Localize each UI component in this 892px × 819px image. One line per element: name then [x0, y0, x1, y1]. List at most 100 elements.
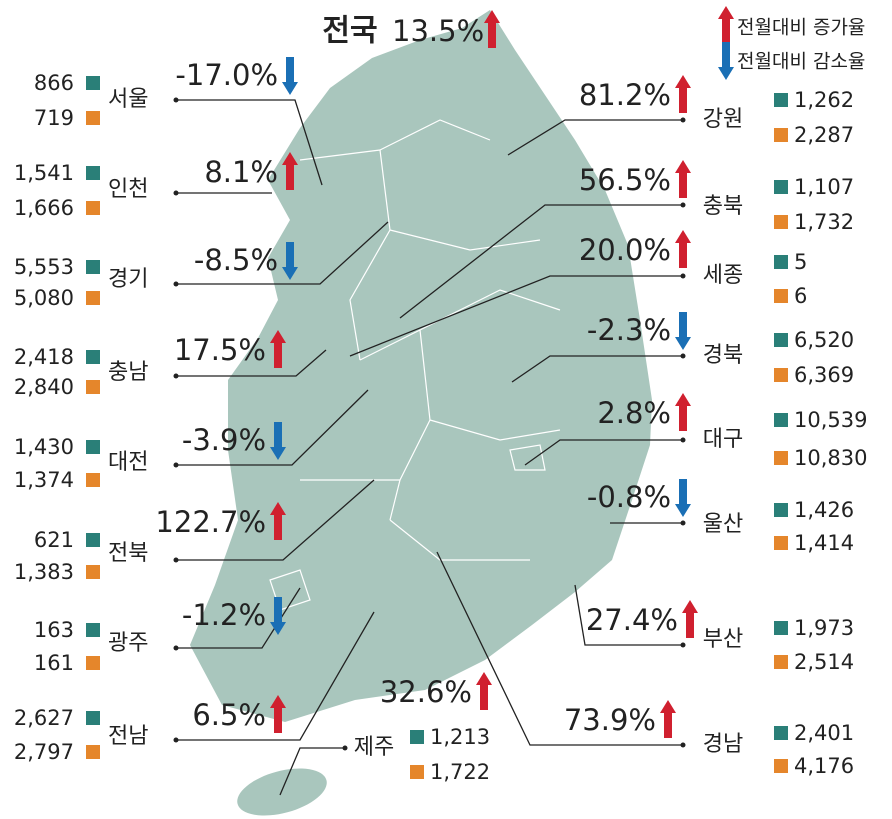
change-arrow: [282, 152, 298, 190]
region-change: -2.3%: [587, 313, 671, 347]
region-name: 세종: [703, 263, 743, 288]
region-change: 20.0%: [579, 233, 671, 267]
title: 전국: [322, 14, 377, 49]
leader-line: [511, 355, 683, 383]
region-value: 161: [34, 651, 74, 675]
region-name: 전남: [108, 724, 148, 749]
region-value: 1,213: [430, 725, 490, 749]
region-name: 광주: [108, 631, 148, 656]
region-value: 2,627: [14, 706, 74, 730]
region-value: 1,973: [794, 616, 854, 640]
leader-line: [349, 275, 683, 357]
region-value: 6,369: [794, 363, 854, 387]
region-name: 울산: [703, 512, 743, 537]
legend-decrease: 전월대비 감소율: [737, 51, 865, 73]
region-value: 10,539: [794, 408, 867, 432]
leader-line: [176, 349, 327, 377]
leader-line: [574, 584, 683, 646]
value-square: [774, 503, 788, 517]
value-square: [774, 536, 788, 550]
value-square: [86, 745, 100, 759]
value-square: [86, 380, 100, 394]
region-value: 1,732: [794, 210, 854, 234]
region-name: 제주: [354, 735, 394, 760]
region-name: 강원: [703, 107, 743, 132]
change-arrow: [270, 422, 286, 460]
change-arrow: [270, 502, 286, 540]
region-value: 1,374: [14, 468, 74, 492]
change-arrow: [282, 242, 298, 280]
region-name: 서울: [108, 87, 148, 112]
value-square: [774, 726, 788, 740]
value-square: [86, 656, 100, 670]
leader-line: [507, 119, 683, 156]
region-change: -8.5%: [194, 243, 278, 277]
region-value: 5,553: [14, 255, 74, 279]
region-value: 4,176: [794, 754, 854, 778]
region-change: -3.9%: [182, 423, 266, 457]
leader-dot: [680, 520, 686, 526]
value-square: [774, 215, 788, 229]
change-arrow: [675, 479, 691, 517]
region-value: 5,080: [14, 286, 74, 310]
leader-dot: [680, 117, 686, 123]
region-value: 1,541: [14, 161, 74, 185]
region-name: 경북: [703, 343, 743, 368]
value-square: [774, 759, 788, 773]
national-arrow: [484, 10, 500, 48]
value-square: [774, 333, 788, 347]
value-square: [86, 533, 100, 547]
region-value: 866: [34, 71, 74, 95]
value-square: [86, 291, 100, 305]
value-square: [774, 93, 788, 107]
leader-dot: [173, 462, 179, 468]
change-arrow: [682, 600, 698, 638]
leader-dot: [680, 437, 686, 443]
value-square: [86, 166, 100, 180]
region-value: 2,797: [14, 740, 74, 764]
value-square: [774, 289, 788, 303]
leader-dot: [173, 281, 179, 287]
value-square: [410, 765, 424, 779]
value-square: [86, 111, 100, 125]
jeju: [237, 768, 327, 816]
leader-dot: [342, 745, 348, 751]
region-value: 1,666: [14, 196, 74, 220]
region-value: 621: [34, 528, 74, 552]
region-value: 1,722: [430, 760, 490, 784]
change-arrow: [675, 393, 691, 431]
value-square: [774, 655, 788, 669]
region-value: 1,383: [14, 560, 74, 584]
region-change: 122.7%: [155, 505, 266, 539]
region-value: 1,414: [794, 531, 854, 555]
leader-line: [176, 611, 375, 741]
value-square: [86, 623, 100, 637]
value-square: [86, 260, 100, 274]
legend-increase: 전월대비 증가율: [737, 17, 865, 39]
region-value: 6,520: [794, 328, 854, 352]
region-change: 2.8%: [597, 396, 671, 430]
value-square: [774, 451, 788, 465]
region-name: 대구: [703, 427, 743, 452]
leader-dot: [173, 557, 179, 563]
region-value: 719: [34, 106, 74, 130]
value-square: [86, 201, 100, 215]
region-name: 충북: [703, 194, 743, 219]
change-arrow: [675, 160, 691, 198]
region-change: 32.6%: [380, 675, 472, 709]
legend-up-arrow: [718, 6, 734, 44]
region-name: 인천: [108, 177, 148, 202]
leader-dot: [173, 645, 179, 651]
leader-dot: [173, 190, 179, 196]
change-arrow: [270, 330, 286, 368]
region-value: 2,840: [14, 375, 74, 399]
region-change: 73.9%: [564, 703, 656, 737]
region-change: 56.5%: [579, 163, 671, 197]
region-value: 2,418: [14, 345, 74, 369]
leader-dot: [173, 737, 179, 743]
region-name: 충남: [108, 360, 148, 385]
change-arrow: [675, 230, 691, 268]
leader-line: [436, 551, 683, 746]
region-name: 부산: [703, 627, 743, 652]
